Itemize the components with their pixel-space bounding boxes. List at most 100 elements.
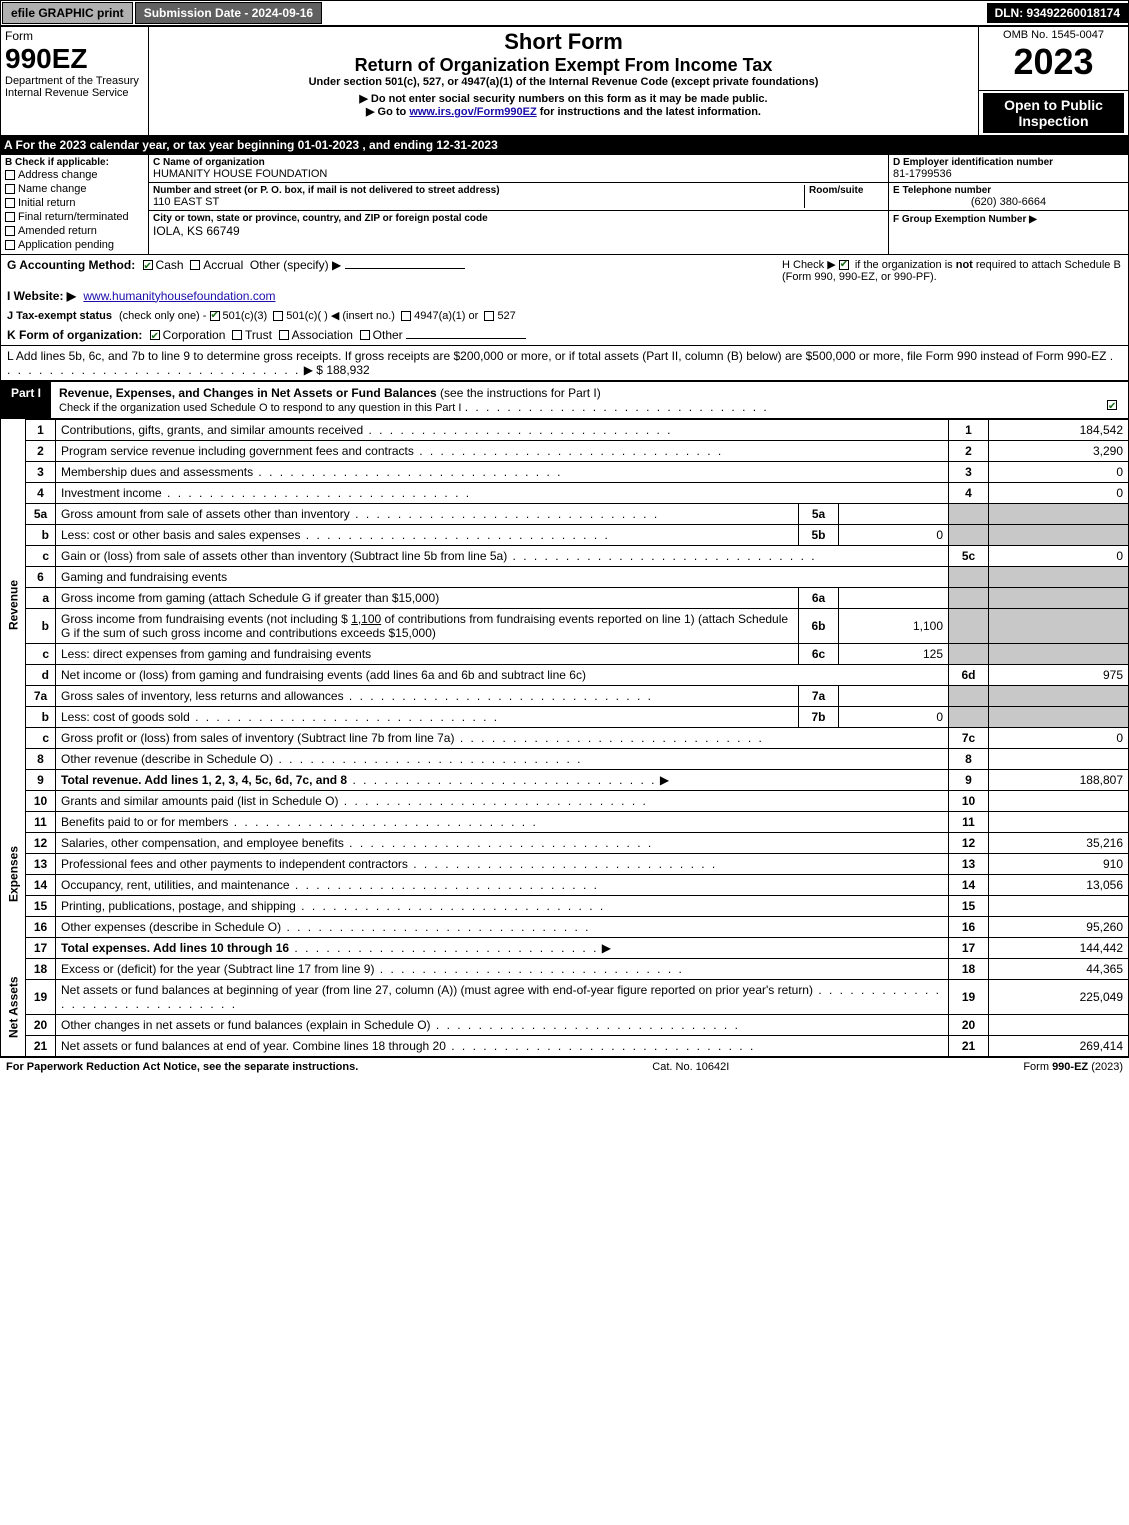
amt-19: 225,049	[989, 979, 1129, 1014]
omb-number: OMB No. 1545-0047	[983, 29, 1124, 41]
amt-13: 910	[989, 853, 1129, 874]
page-footer: For Paperwork Reduction Act Notice, see …	[0, 1057, 1129, 1076]
chk-other-org[interactable]	[360, 330, 370, 340]
dept-treasury: Department of the Treasury	[5, 75, 144, 87]
box-6a: 6a	[799, 587, 839, 608]
b-label: B Check if applicable:	[5, 157, 144, 168]
part1-table: Revenue 1 Contributions, gifts, grants, …	[0, 419, 1129, 1057]
chk-association[interactable]	[279, 330, 289, 340]
section-a-period: A For the 2023 calendar year, or tax yea…	[0, 136, 1129, 154]
ln-7a: 7a	[26, 685, 56, 706]
j-4947: 4947(a)(1) or	[414, 310, 478, 322]
ln-6b: b	[26, 608, 56, 643]
i-label: I Website: ▶	[7, 289, 76, 303]
mini-6a	[839, 587, 949, 608]
ln-5a: 5a	[26, 503, 56, 524]
ln-11: 11	[26, 811, 56, 832]
box-6c: 6c	[799, 643, 839, 664]
chk-initial-return[interactable]: Initial return	[5, 196, 144, 210]
amt-15	[989, 895, 1129, 916]
mini-7b: 0	[839, 706, 949, 727]
box-7a: 7a	[799, 685, 839, 706]
amt-11	[989, 811, 1129, 832]
desc-15: Printing, publications, postage, and shi…	[61, 899, 296, 913]
ln-6a: a	[26, 587, 56, 608]
amt-4: 0	[989, 482, 1129, 503]
num-2: 2	[949, 440, 989, 461]
amt-2: 3,290	[989, 440, 1129, 461]
chk-schedule-o[interactable]	[1107, 400, 1117, 410]
num-21: 21	[949, 1035, 989, 1056]
desc-6: Gaming and fundraising events	[56, 566, 949, 587]
num-6d: 6d	[949, 664, 989, 685]
chk-address-change[interactable]: Address change	[5, 168, 144, 182]
num-20: 20	[949, 1014, 989, 1035]
k-other: Other	[373, 328, 403, 342]
mini-5b: 0	[839, 524, 949, 545]
ln-15: 15	[26, 895, 56, 916]
open-to-public: Open to Public Inspection	[983, 93, 1124, 133]
line-g-h: G Accounting Method: Cash Accrual Other …	[0, 255, 1129, 286]
chk-h[interactable]	[839, 260, 849, 270]
street-label: Number and street (or P. O. box, if mail…	[153, 185, 804, 196]
chk-cash[interactable]	[143, 260, 153, 270]
irs-link[interactable]: www.irs.gov/Form990EZ	[409, 106, 536, 118]
chk-trust[interactable]	[232, 330, 242, 340]
num-16: 16	[949, 916, 989, 937]
ln-6c: c	[26, 643, 56, 664]
ln-1: 1	[26, 419, 56, 440]
num-8: 8	[949, 748, 989, 769]
desc-17: Total expenses. Add lines 10 through 16	[61, 941, 289, 955]
expenses-label: Expenses	[1, 790, 26, 958]
l-value: 188,932	[326, 363, 369, 377]
num-18: 18	[949, 958, 989, 979]
ln-7c: c	[26, 727, 56, 748]
tax-year: 2023	[983, 41, 1124, 83]
desc-7b: Less: cost of goods sold	[61, 710, 190, 724]
j-note: (check only one) -	[119, 310, 206, 322]
org-name: HUMANITY HOUSE FOUNDATION	[153, 168, 884, 180]
line-i: I Website: ▶ www.humanityhousefoundation…	[0, 286, 1129, 306]
chk-527[interactable]	[484, 311, 494, 321]
line-k: K Form of organization: Corporation Trus…	[0, 325, 1129, 346]
chk-corporation[interactable]	[150, 330, 160, 340]
info-block: B Check if applicable: Address change Na…	[0, 154, 1129, 255]
desc-11: Benefits paid to or for members	[61, 815, 228, 829]
form-word: Form	[5, 29, 144, 43]
ein-value: 81-1799536	[893, 168, 1124, 180]
amt-10	[989, 790, 1129, 811]
chk-application-pending[interactable]: Application pending	[5, 238, 144, 252]
ln-20: 20	[26, 1014, 56, 1035]
phone-value: (620) 380-6664	[893, 196, 1124, 208]
chk-501c3[interactable]	[210, 311, 220, 321]
amt-8	[989, 748, 1129, 769]
chk-501c[interactable]	[273, 311, 283, 321]
amt-12: 35,216	[989, 832, 1129, 853]
ln-6d: d	[26, 664, 56, 685]
chk-amended-return[interactable]: Amended return	[5, 224, 144, 238]
ln-5c: c	[26, 545, 56, 566]
website-link[interactable]: www.humanityhousefoundation.com	[83, 289, 275, 303]
chk-name-change[interactable]: Name change	[5, 182, 144, 196]
h-text3: required to attach Schedule B	[976, 259, 1121, 271]
num-17: 17	[949, 937, 989, 958]
part1-note: (see the instructions for Part I)	[440, 386, 601, 400]
l-arrow: ▶ $	[304, 363, 323, 377]
city-state-zip: IOLA, KS 66749	[153, 224, 884, 238]
desc-6a: Gross income from gaming (attach Schedul…	[61, 591, 439, 605]
box-7b: 7b	[799, 706, 839, 727]
form-header: Form 990EZ Department of the Treasury In…	[0, 26, 1129, 136]
h-text4: (Form 990, 990-EZ, or 990-PF).	[782, 271, 937, 283]
footer-catno: Cat. No. 10642I	[652, 1061, 729, 1073]
desc-10: Grants and similar amounts paid (list in…	[61, 794, 338, 808]
e-phone-label: E Telephone number	[893, 185, 1124, 196]
goto-post: for instructions and the latest informat…	[537, 106, 761, 118]
chk-accrual[interactable]	[190, 260, 200, 270]
amt-20	[989, 1014, 1129, 1035]
ln-6: 6	[26, 566, 56, 587]
efile-print-button[interactable]: efile GRAPHIC print	[2, 2, 133, 24]
ln-8: 8	[26, 748, 56, 769]
chk-4947[interactable]	[401, 311, 411, 321]
chk-final-return[interactable]: Final return/terminated	[5, 210, 144, 224]
desc-9: Total revenue. Add lines 1, 2, 3, 4, 5c,…	[61, 773, 347, 787]
